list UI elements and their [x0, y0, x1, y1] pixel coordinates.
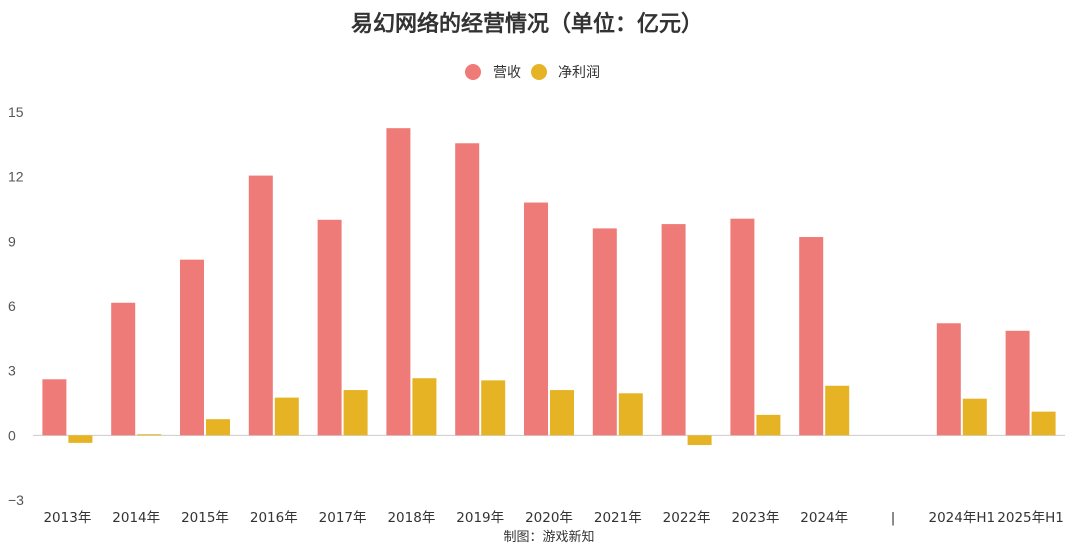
net-profit-bar-7 [550, 390, 574, 436]
x-tick-label: 2022年 [663, 510, 711, 526]
x-tick-label: 2023年 [731, 510, 779, 526]
x-tick-label: 2024年H1 [928, 510, 995, 526]
y-tick-label: −3 [8, 492, 24, 508]
revenue-bar-1 [111, 302, 136, 436]
legend-label-2: 净利润 [558, 65, 600, 81]
net-profit-bar-9 [687, 435, 712, 446]
legend-marker-2 [531, 64, 547, 80]
net-profit-bar-10 [756, 414, 781, 436]
x-tick-label: 2021年 [594, 510, 642, 526]
x-tick-label: 2014年 [112, 510, 160, 526]
y-tick-label: 3 [8, 363, 16, 379]
net-profit-bar-14 [1031, 411, 1056, 436]
x-tick-label: 2016年 [250, 510, 298, 526]
revenue-bar-9 [661, 224, 686, 436]
y-tick-label: 12 [8, 169, 24, 185]
x-tick-label: 2025年H1 [997, 510, 1064, 526]
revenue-bar-10 [730, 218, 755, 436]
net-profit-bar-6 [481, 380, 506, 436]
x-tick-label: | [891, 510, 896, 526]
y-axis-ticks: 15 12 9 6 3 0 −3 [8, 104, 24, 508]
revenue-bar-13 [936, 323, 961, 436]
bars [42, 128, 1056, 446]
net-profit-bar-8 [618, 393, 643, 436]
revenue-bar-0 [42, 379, 67, 436]
revenue-bar-3 [248, 175, 273, 436]
revenue-bar-11 [799, 237, 824, 436]
legend-label-1: 营收 [493, 65, 521, 81]
revenue-bar-4 [317, 219, 342, 436]
net-profit-bar-11 [825, 385, 850, 436]
y-tick-label: 15 [8, 104, 24, 120]
net-profit-bar-3 [274, 397, 299, 436]
net-profit-bar-5 [412, 378, 437, 436]
x-tick-label: 2024年 [800, 510, 848, 526]
legend-marker-1 [465, 64, 481, 80]
x-axis-ticks: 2013年 2014年 2015年 2016年 2017年 2018年 2019年 2020年… [43, 510, 1063, 526]
net-profit-bar-4 [343, 390, 368, 436]
x-tick-label: 2015年 [181, 510, 229, 526]
revenue-bar-2 [180, 259, 204, 436]
net-profit-bar-0 [68, 435, 93, 443]
x-tick-label: 2013年 [43, 510, 91, 526]
x-tick-label: 2019年 [456, 510, 504, 526]
revenue-bar-7 [524, 202, 548, 436]
revenue-bar-14 [1005, 330, 1030, 436]
x-tick-label: 2018年 [387, 510, 435, 526]
chart-title: 易幻网络的经营情况（单位：亿元） [351, 11, 703, 37]
revenue-bar-6 [455, 143, 480, 436]
net-profit-bar-13 [962, 398, 987, 436]
revenue-bar-8 [592, 228, 617, 436]
legend: 营收 净利润 [465, 64, 600, 81]
net-profit-bar-1 [137, 434, 162, 436]
y-tick-label: 9 [8, 233, 16, 249]
source-note: 制图：游戏新知 [503, 529, 594, 545]
y-tick-label: 6 [8, 298, 16, 314]
net-profit-bar-2 [206, 419, 230, 436]
revenue-bar-5 [386, 128, 411, 436]
x-tick-label: 2020年 [525, 510, 573, 526]
y-tick-label: 0 [8, 427, 16, 443]
x-tick-label: 2017年 [319, 510, 367, 526]
